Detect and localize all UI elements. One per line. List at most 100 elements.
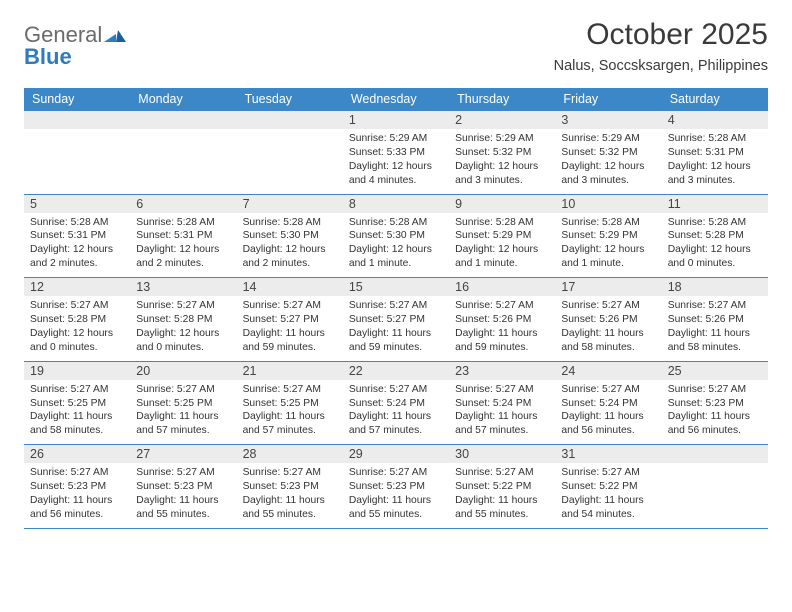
day-number: 13	[130, 278, 236, 296]
dow-wednesday: Wednesday	[343, 88, 449, 111]
sunset-text: Sunset: 5:31 PM	[668, 146, 762, 160]
day-cell: 5Sunrise: 5:28 AMSunset: 5:31 PMDaylight…	[24, 195, 130, 278]
daylight-text: Daylight: 12 hours and 3 minutes.	[561, 160, 655, 188]
daylight-text: Daylight: 11 hours and 54 minutes.	[561, 494, 655, 522]
weeks-container: 1Sunrise: 5:29 AMSunset: 5:33 PMDaylight…	[24, 111, 768, 529]
sunrise-text: Sunrise: 5:27 AM	[136, 466, 230, 480]
day-number: 16	[449, 278, 555, 296]
daylight-text: Daylight: 12 hours and 1 minute.	[349, 243, 443, 271]
calendar: Sunday Monday Tuesday Wednesday Thursday…	[24, 88, 768, 529]
day-number: 5	[24, 195, 130, 213]
sunset-text: Sunset: 5:25 PM	[30, 397, 124, 411]
sunrise-text: Sunrise: 5:29 AM	[455, 132, 549, 146]
day-detail: Sunrise: 5:27 AMSunset: 5:22 PMDaylight:…	[561, 466, 655, 522]
day-number: 4	[662, 111, 768, 129]
sunset-text: Sunset: 5:22 PM	[455, 480, 549, 494]
sunrise-text: Sunrise: 5:27 AM	[243, 383, 337, 397]
day-detail: Sunrise: 5:27 AMSunset: 5:27 PMDaylight:…	[243, 299, 337, 355]
sunrise-text: Sunrise: 5:27 AM	[561, 383, 655, 397]
day-number: 24	[555, 362, 661, 380]
day-number: 12	[24, 278, 130, 296]
day-detail: Sunrise: 5:27 AMSunset: 5:25 PMDaylight:…	[243, 383, 337, 439]
day-cell: 11 Sunrise: 5:28 AMSunset: 5:28 PMDayligh…	[662, 195, 768, 278]
day-detail: Sunrise: 5:27 AMSunset: 5:28 PMDaylight:…	[30, 299, 124, 355]
sunset-text: Sunset: 5:29 PM	[455, 229, 549, 243]
day-detail: Sunrise: 5:27 AMSunset: 5:23 PMDaylight:…	[136, 466, 230, 522]
day-cell: 10Sunrise: 5:28 AMSunset: 5:29 PMDayligh…	[555, 195, 661, 278]
day-detail: Sunrise: 5:27 AMSunset: 5:27 PMDaylight:…	[349, 299, 443, 355]
sunrise-text: Sunrise: 5:27 AM	[349, 299, 443, 313]
sunrise-text: Sunrise: 5:27 AM	[243, 466, 337, 480]
daylight-text: Daylight: 12 hours and 4 minutes.	[349, 160, 443, 188]
sunrise-text: Sunrise: 5:27 AM	[30, 383, 124, 397]
day-number: 19	[24, 362, 130, 380]
day-number: 28	[237, 445, 343, 463]
day-number: 8	[343, 195, 449, 213]
day-cell	[130, 111, 236, 194]
daylight-text: Daylight: 12 hours and 1 minute.	[455, 243, 549, 271]
sunset-text: Sunset: 5:23 PM	[349, 480, 443, 494]
day-cell: 12 Sunrise: 5:27 AMSunset: 5:28 PMDayligh…	[24, 278, 130, 361]
day-cell: 7Sunrise: 5:28 AMSunset: 5:30 PMDaylight…	[237, 195, 343, 278]
sunrise-text: Sunrise: 5:27 AM	[455, 299, 549, 313]
sunset-text: Sunset: 5:30 PM	[243, 229, 337, 243]
day-cell: 9Sunrise: 5:28 AMSunset: 5:29 PMDaylight…	[449, 195, 555, 278]
day-number: 3	[555, 111, 661, 129]
sunrise-text: Sunrise: 5:27 AM	[561, 299, 655, 313]
sunrise-text: Sunrise: 5:29 AM	[349, 132, 443, 146]
day-cell: 29Sunrise: 5:27 AMSunset: 5:23 PMDayligh…	[343, 445, 449, 528]
sunset-text: Sunset: 5:28 PM	[668, 229, 762, 243]
day-detail: Sunrise: 5:27 AMSunset: 5:23 PMDaylight:…	[30, 466, 124, 522]
day-cell: 3Sunrise: 5:29 AMSunset: 5:32 PMDaylight…	[555, 111, 661, 194]
day-cell	[237, 111, 343, 194]
sunrise-text: Sunrise: 5:27 AM	[136, 383, 230, 397]
day-number: 18	[662, 278, 768, 296]
day-cell: 2Sunrise: 5:29 AMSunset: 5:32 PMDaylight…	[449, 111, 555, 194]
sunset-text: Sunset: 5:26 PM	[668, 313, 762, 327]
sunset-text: Sunset: 5:32 PM	[561, 146, 655, 160]
daylight-text: Daylight: 11 hours and 59 minutes.	[243, 327, 337, 355]
sunrise-text: Sunrise: 5:27 AM	[30, 466, 124, 480]
daylight-text: Daylight: 12 hours and 3 minutes.	[455, 160, 549, 188]
day-cell: 24 Sunrise: 5:27 AMSunset: 5:24 PMDayligh…	[555, 362, 661, 445]
day-number	[24, 111, 130, 129]
daylight-text: Daylight: 12 hours and 0 minutes.	[668, 243, 762, 271]
day-number: 11	[662, 195, 768, 213]
daylight-text: Daylight: 11 hours and 56 minutes.	[30, 494, 124, 522]
day-number: 17	[555, 278, 661, 296]
sunrise-text: Sunrise: 5:27 AM	[668, 383, 762, 397]
day-detail: Sunrise: 5:28 AMSunset: 5:30 PMDaylight:…	[243, 216, 337, 272]
day-cell: 8Sunrise: 5:28 AMSunset: 5:30 PMDaylight…	[343, 195, 449, 278]
day-number: 31	[555, 445, 661, 463]
sunrise-text: Sunrise: 5:28 AM	[136, 216, 230, 230]
day-number: 22	[343, 362, 449, 380]
sunrise-text: Sunrise: 5:27 AM	[30, 299, 124, 313]
day-number: 14	[237, 278, 343, 296]
dow-saturday: Saturday	[662, 88, 768, 111]
day-number: 20	[130, 362, 236, 380]
daylight-text: Daylight: 12 hours and 3 minutes.	[668, 160, 762, 188]
day-detail: Sunrise: 5:28 AMSunset: 5:31 PMDaylight:…	[668, 132, 762, 188]
logo-mark-icon	[104, 22, 126, 47]
dow-sunday: Sunday	[24, 88, 130, 111]
sunset-text: Sunset: 5:23 PM	[30, 480, 124, 494]
week-row: 12Sunrise: 5:27 AMSunset: 5:28 PMDayligh…	[24, 278, 768, 362]
dow-monday: Monday	[130, 88, 236, 111]
day-detail: Sunrise: 5:27 AMSunset: 5:24 PMDaylight:…	[561, 383, 655, 439]
day-cell: 6Sunrise: 5:28 AMSunset: 5:31 PMDaylight…	[130, 195, 236, 278]
daylight-text: Daylight: 12 hours and 2 minutes.	[243, 243, 337, 271]
sunrise-text: Sunrise: 5:28 AM	[668, 216, 762, 230]
sunset-text: Sunset: 5:26 PM	[455, 313, 549, 327]
sunset-text: Sunset: 5:24 PM	[349, 397, 443, 411]
sunrise-text: Sunrise: 5:28 AM	[561, 216, 655, 230]
sunset-text: Sunset: 5:28 PM	[30, 313, 124, 327]
daylight-text: Daylight: 11 hours and 59 minutes.	[349, 327, 443, 355]
day-cell: 25Sunrise: 5:27 AMSunset: 5:23 PMDayligh…	[662, 362, 768, 445]
day-cell: 19Sunrise: 5:27 AMSunset: 5:25 PMDayligh…	[24, 362, 130, 445]
daylight-text: Daylight: 11 hours and 57 minutes.	[136, 410, 230, 438]
day-detail: Sunrise: 5:27 AMSunset: 5:26 PMDaylight:…	[668, 299, 762, 355]
day-number: 1	[343, 111, 449, 129]
day-cell: 26Sunrise: 5:27 AMSunset: 5:23 PMDayligh…	[24, 445, 130, 528]
day-detail: Sunrise: 5:27 AMSunset: 5:24 PMDaylight:…	[349, 383, 443, 439]
daylight-text: Daylight: 11 hours and 55 minutes.	[136, 494, 230, 522]
